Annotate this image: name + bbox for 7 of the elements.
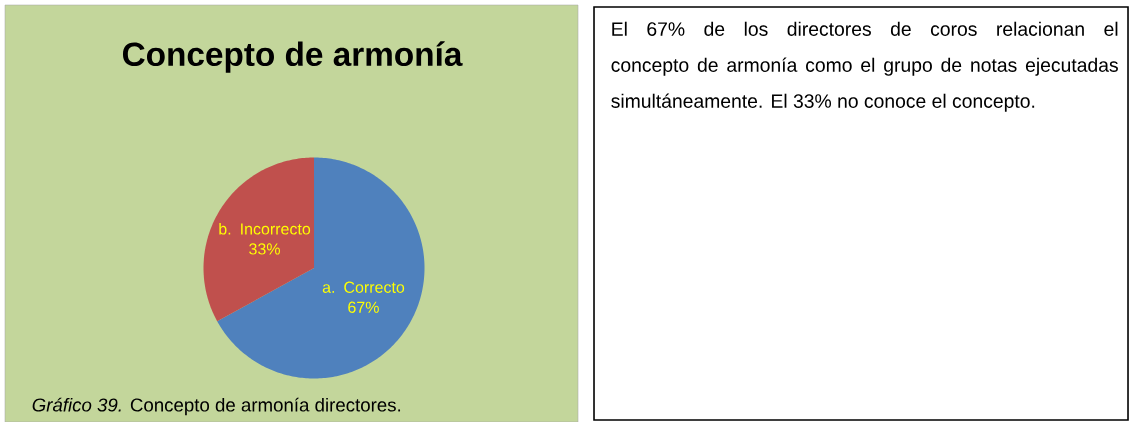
chart-title: Concepto de armonía [122,41,463,73]
data-label: 33% [249,243,280,255]
text: El 67% de los directores de coros relacionan el concepto de armonía como el grupo de notas ejecutadas simultáneamente. El 33% no conoce el concepto. [611,21,1118,112]
slice-label: a. Correcto [322,281,405,293]
text: Gráfico 39. Concepto de armonía directores. [32,397,401,416]
data-label: 67% [348,301,379,313]
slice-label: b. Incorrecto [219,222,311,235]
